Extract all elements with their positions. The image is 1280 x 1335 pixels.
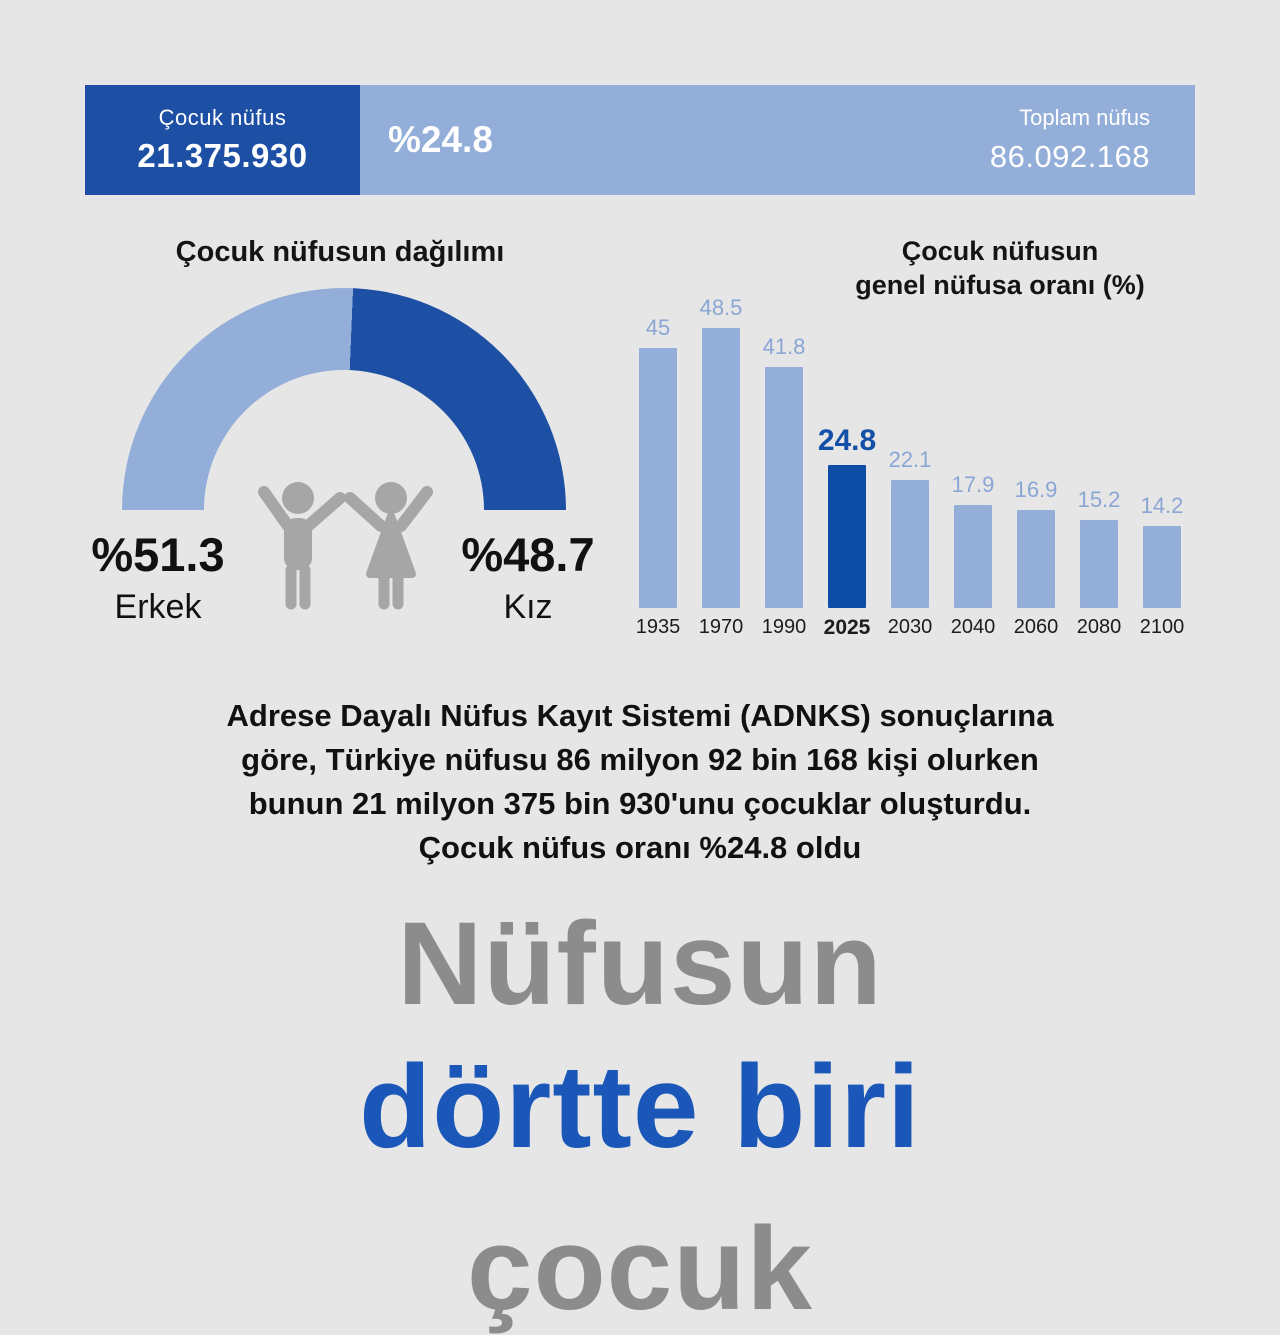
bar-column: 41.8 1990 <box>758 334 810 640</box>
gauge-title-regular: Çocuk nüfusun <box>175 236 395 268</box>
children-icon <box>258 482 433 610</box>
bar-value-label: 14.2 <box>1140 493 1184 518</box>
bar <box>1017 510 1055 608</box>
total-population-block: Toplam nüfus 86.092.168 <box>990 105 1150 175</box>
bar <box>828 465 866 608</box>
bar-category-label: 2080 <box>1076 616 1122 638</box>
bar-value-label: 48.5 <box>699 295 743 320</box>
headline-line2: dörtte biri <box>359 1041 921 1173</box>
bar-value-label: 16.9 <box>1014 477 1058 502</box>
total-population-value: 86.092.168 <box>989 139 1150 174</box>
female-percent-label: %48.7 <box>461 528 595 581</box>
headline-line1: Nüfusun <box>397 898 883 1030</box>
bar <box>765 367 803 608</box>
child-percent-value: %24.8 <box>388 119 493 160</box>
summary-paragraph: Adrese Dayalı Nüfus Kayıt Sistemi (ADNKS… <box>0 694 1280 870</box>
bar-value-label: 41.8 <box>762 334 806 359</box>
bar-value-label: 45 <box>645 315 671 340</box>
bar-column: 24.8 2025 <box>817 424 877 640</box>
bar <box>891 480 929 608</box>
headline-line3: çocuk <box>466 1203 814 1335</box>
bar-column: 17.9 2040 <box>947 472 999 640</box>
summary-line: Adrese Dayalı Nüfus Kayıt Sistemi (ADNKS… <box>226 698 1054 733</box>
bar <box>702 328 740 608</box>
bar-column: 45 1935 <box>632 315 684 640</box>
total-population-label: Toplam nüfus <box>1019 105 1150 130</box>
summary-line: bunun 21 milyon 375 bin 930'unu çocuklar… <box>248 786 1032 821</box>
bar-value-label: 15.2 <box>1077 487 1121 512</box>
bar-chart-title-line1: Çocuk nüfusun <box>901 236 1099 266</box>
bar <box>954 505 992 608</box>
bar-category-label: 2040 <box>950 616 996 638</box>
female-label: Kız <box>503 588 553 626</box>
child-population-value: 21.375.930 <box>137 137 308 174</box>
bar-column: 48.5 1970 <box>695 295 747 640</box>
gauge-chart <box>122 288 566 511</box>
bar-category-label: 1935 <box>635 616 681 638</box>
gauge-title-bold: dağılımı <box>394 236 505 268</box>
bar <box>1080 520 1118 608</box>
bar-chart-title: Çocuk nüfusun genel nüfusa oranı (%) <box>770 234 1230 302</box>
summary-line: göre, Türkiye nüfusu 86 milyon 92 bin 16… <box>241 742 1039 777</box>
bar-category-label: 1970 <box>698 616 744 638</box>
bar-chart-title-line2: genel nüfusa oranı (%) <box>855 270 1145 300</box>
bar-column: 14.2 2100 <box>1136 493 1188 640</box>
male-label: Erkek <box>114 588 202 626</box>
bar <box>639 348 677 608</box>
male-percent-label: %51.3 <box>91 528 225 581</box>
bar-category-label: 2025 <box>823 616 871 639</box>
bar-category-label: 1990 <box>761 616 807 638</box>
bar-value-label: 17.9 <box>951 472 995 497</box>
bar-value-label: 22.1 <box>888 447 932 472</box>
total-population-box: %24.8 Toplam nüfus 86.092.168 <box>360 85 1195 195</box>
header-stat-bar: Çocuk nüfus 21.375.930 %24.8 Toplam nüfu… <box>85 85 1195 195</box>
bar-value-label: 24.8 <box>817 424 877 457</box>
infographic-page: Çocuk nüfus 21.375.930 %24.8 Toplam nüfu… <box>0 85 1280 1328</box>
summary-line: Çocuk nüfus oranı %24.8 oldu <box>418 830 862 865</box>
bar-category-label: 2060 <box>1013 616 1059 638</box>
bar-column: 16.9 2060 <box>1010 477 1062 640</box>
child-population-box: Çocuk nüfus 21.375.930 <box>85 85 360 195</box>
bar-chart: 45 1935 48.5 1970 41.8 1990 24.8 2025 22.1 2030 17… <box>632 295 1188 640</box>
child-population-label: Çocuk nüfus <box>158 105 287 130</box>
bar-column: 22.1 2030 <box>884 447 936 640</box>
bar-category-label: 2030 <box>887 616 933 638</box>
bar-category-label: 2100 <box>1139 616 1185 638</box>
bar-column: 15.2 2080 <box>1073 487 1125 640</box>
gauge-chart-title: Çocuk nüfusun dağılımı <box>110 236 570 269</box>
bar <box>1143 526 1181 608</box>
